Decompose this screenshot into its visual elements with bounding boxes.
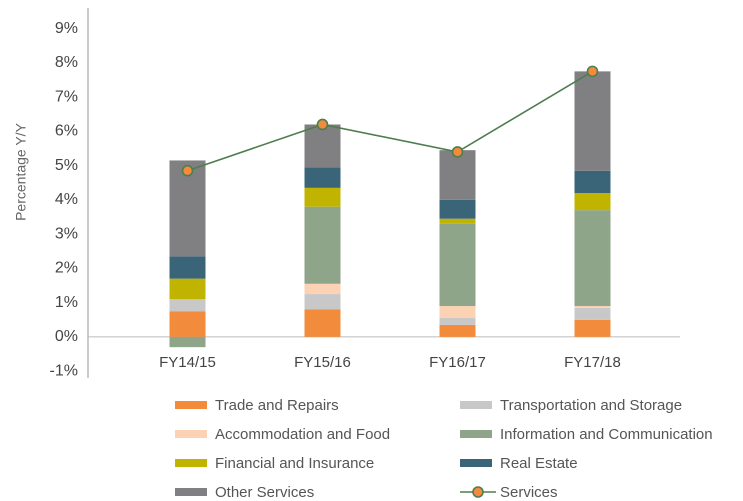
bar-segment [169, 278, 206, 300]
legend-label: Information and Communication [500, 426, 713, 443]
legend-label: Accommodation and Food [215, 426, 390, 443]
bar-segment [439, 324, 476, 337]
bar-segment [169, 336, 206, 348]
y-tick-label: 1% [55, 294, 78, 311]
legend-label: Real Estate [500, 455, 578, 472]
bar-segment [439, 199, 476, 219]
x-tick-label: FY14/15 [159, 354, 216, 371]
line-marker [316, 118, 329, 131]
bar-segment [169, 299, 206, 312]
y-axis-label: Percentage Y/Y [13, 122, 29, 220]
bar-segment [304, 206, 341, 284]
bar-segment [439, 150, 476, 200]
bar-segment [439, 223, 476, 307]
legend-swatch [175, 459, 207, 467]
legend-swatch [460, 459, 492, 467]
legend-swatch [472, 486, 484, 498]
bar-segment [439, 318, 476, 325]
legend-swatch [175, 488, 207, 496]
x-tick-label: FY17/18 [564, 354, 621, 371]
bar-segment [304, 283, 341, 295]
bar-segment [439, 218, 476, 224]
y-tick-label: 9% [55, 20, 78, 37]
bar-segment [169, 256, 206, 279]
bar-segment [574, 193, 611, 211]
y-tick-label: 2% [55, 260, 78, 277]
legend-label: Financial and Insurance [215, 455, 374, 472]
bar-segment [574, 306, 611, 308]
legend-label: Trade and Repairs [215, 397, 339, 414]
y-tick-label: 5% [55, 157, 78, 174]
y-tick-label: 7% [55, 88, 78, 105]
bar-segment [574, 319, 611, 337]
bar-segment [304, 294, 341, 310]
bar-segment [304, 167, 341, 188]
y-tick-label: 0% [55, 328, 78, 345]
bar-segment [574, 307, 611, 320]
bar-segment [169, 311, 206, 337]
legend-swatch [460, 430, 492, 438]
bar-segment [574, 170, 611, 193]
bar-segment [304, 124, 341, 168]
y-tick-label: -1% [50, 362, 78, 379]
legend-label: Transportation and Storage [500, 397, 682, 414]
y-tick-label: 6% [55, 123, 78, 140]
bar-segment [439, 306, 476, 319]
y-tick-label: 8% [55, 54, 78, 71]
legend-swatch [175, 430, 207, 438]
bar-segment [304, 309, 341, 337]
y-tick-label: 4% [55, 191, 78, 208]
bar-segment [574, 210, 611, 307]
y-tick-label: 3% [55, 225, 78, 242]
bar-segment [304, 187, 341, 207]
line [187, 70, 593, 172]
legend-swatch [460, 401, 492, 409]
line-marker [181, 164, 194, 177]
line-marker [451, 146, 464, 158]
x-tick-label: FY15/16 [294, 354, 351, 371]
legend-label: Other Services [215, 484, 314, 501]
line-marker [586, 65, 599, 78]
bar-segment [574, 71, 611, 171]
x-tick-label: FY16/17 [429, 354, 486, 371]
legend-swatch [175, 401, 207, 409]
legend-label: Services [500, 484, 558, 501]
